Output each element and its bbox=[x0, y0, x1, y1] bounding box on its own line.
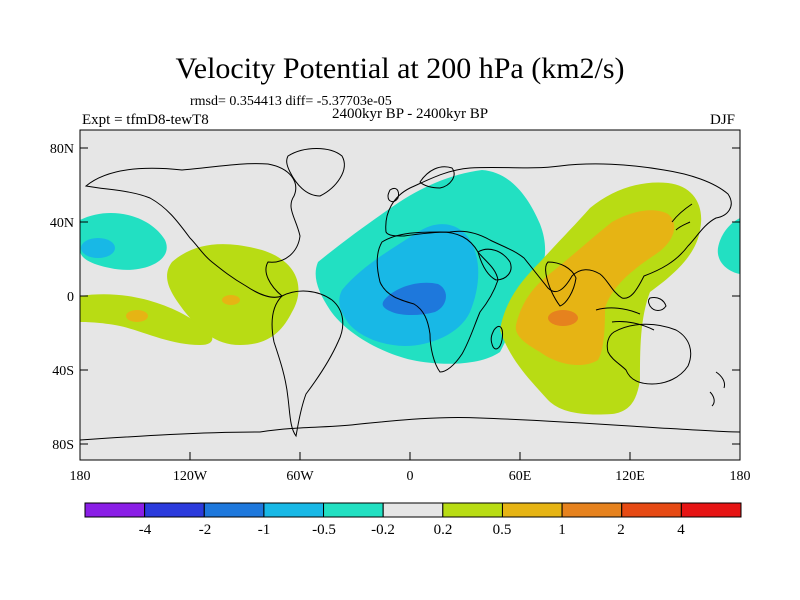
lat-label-80n: 80N bbox=[50, 142, 74, 157]
lon-ticks bbox=[189, 452, 631, 460]
season-label: DJF bbox=[710, 112, 736, 128]
lon-label-0: 0 bbox=[407, 469, 414, 484]
colorbar-swatch bbox=[382, 502, 444, 518]
lon-label-60w: 60W bbox=[286, 469, 314, 484]
colorbar-swatch bbox=[442, 502, 503, 518]
contour-gold-americas bbox=[222, 295, 240, 305]
lat-label-0: 0 bbox=[67, 290, 74, 305]
colorbar bbox=[84, 502, 742, 518]
colorbar-swatch bbox=[203, 502, 265, 518]
contour-orange-indian-ocean bbox=[548, 310, 578, 326]
contour-blue-africa bbox=[382, 282, 446, 315]
lon-label-180e: 180 bbox=[730, 469, 751, 484]
contour-gold-east-pacific bbox=[126, 310, 148, 322]
colorbar-label: 4 bbox=[677, 522, 685, 538]
colorbar-label: -0.2 bbox=[371, 522, 395, 538]
colorbar-label: 2 bbox=[617, 522, 625, 538]
lon-label-60e: 60E bbox=[509, 469, 532, 484]
map-title: Velocity Potential at 200 hPa (km2/s) bbox=[175, 52, 625, 85]
colorbar-swatch bbox=[501, 502, 563, 518]
coastlines bbox=[80, 148, 740, 441]
colorbar-swatch bbox=[84, 502, 146, 518]
stats-text: rmsd= 0.354413 diff= -5.37703e-05 bbox=[190, 94, 392, 109]
colorbar-label: -4 bbox=[139, 522, 152, 538]
colorbar-label: 0.2 bbox=[434, 522, 453, 538]
experiment-label: Expt = tfmD8-tewT8 bbox=[82, 112, 209, 128]
lat-label-40s: 40S bbox=[52, 364, 74, 379]
lat-ticks bbox=[80, 147, 740, 445]
map-plot-area bbox=[80, 130, 740, 460]
contour-cyan-africa bbox=[339, 224, 479, 346]
colorbar-label: -2 bbox=[199, 522, 212, 538]
colorbar-label: -0.5 bbox=[312, 522, 336, 538]
lat-label-40n: 40N bbox=[50, 216, 74, 231]
contour-gold-indo-pacific bbox=[515, 210, 675, 366]
colorbar-label: 0.5 bbox=[493, 522, 512, 538]
period-text: 2400kyr BP - 2400kyr BP bbox=[331, 106, 489, 122]
contour-cyan-west-pacific bbox=[81, 238, 115, 258]
colorbar-label: -1 bbox=[258, 522, 271, 538]
colorbar-swatch bbox=[621, 502, 682, 518]
lon-label-120w: 120W bbox=[173, 469, 208, 484]
colorbar-swatch bbox=[323, 502, 384, 518]
lon-label-120e: 120E bbox=[615, 469, 645, 484]
contour-teal-east-edge bbox=[717, 218, 740, 274]
lon-label-180w: 180 bbox=[70, 469, 91, 484]
colorbar-swatch bbox=[561, 502, 623, 518]
colorbar-labels: -4 -2 -1 -0.5 -0.2 0.2 0.5 1 2 4 bbox=[139, 522, 686, 538]
colorbar-swatch bbox=[144, 502, 205, 518]
lat-label-80s: 80S bbox=[52, 438, 74, 453]
colorbar-swatch bbox=[680, 502, 742, 518]
colorbar-swatch bbox=[263, 502, 325, 518]
contour-yellowgreen-east-pacific bbox=[80, 294, 213, 345]
colorbar-label: 1 bbox=[558, 522, 566, 538]
